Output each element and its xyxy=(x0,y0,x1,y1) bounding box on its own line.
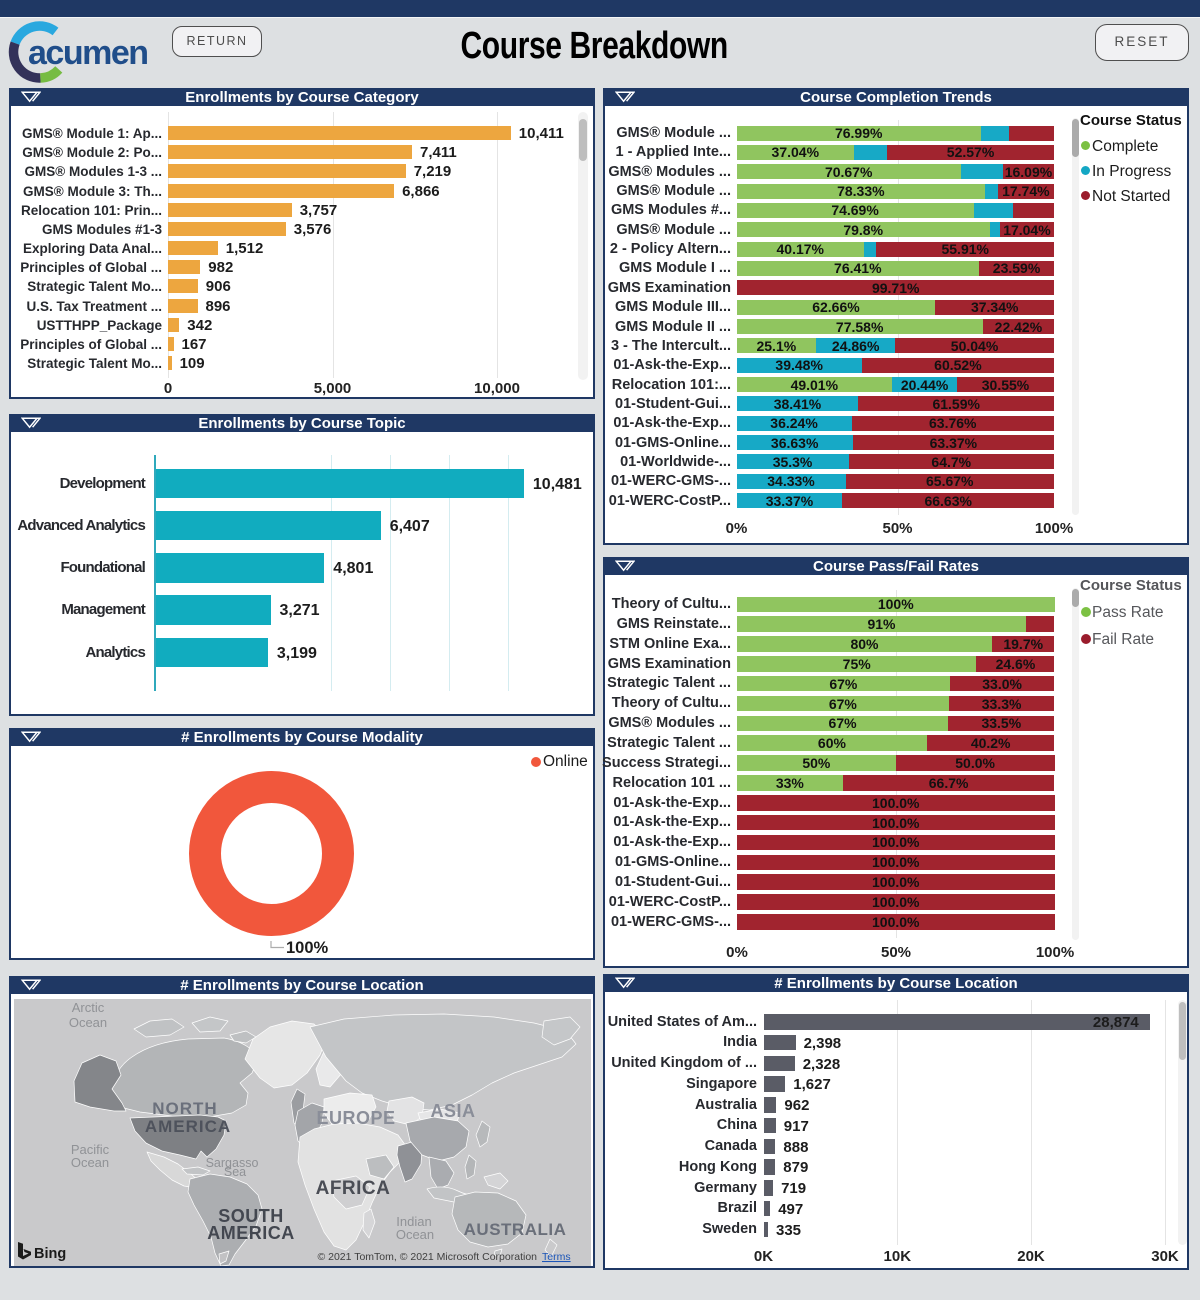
svg-text:AUSTRALIA: AUSTRALIA xyxy=(464,1220,567,1239)
svg-text:© 2021 TomTom, © 2021 Microsof: © 2021 TomTom, © 2021 Microsoft Corporat… xyxy=(317,1251,537,1263)
svg-text:ASIA: ASIA xyxy=(430,1101,475,1121)
svg-text:AFRICA: AFRICA xyxy=(316,1178,391,1199)
svg-text:Ocean: Ocean xyxy=(69,1015,107,1030)
svg-text:SOUTH: SOUTH xyxy=(218,1206,284,1226)
svg-text:Ocean: Ocean xyxy=(71,1155,109,1170)
svg-text:Ocean: Ocean xyxy=(396,1227,434,1242)
svg-text:NORTH: NORTH xyxy=(152,1099,217,1118)
svg-text:Pacific: Pacific xyxy=(71,1142,110,1157)
svg-text:Indian: Indian xyxy=(396,1214,431,1229)
svg-text:Sargasso: Sargasso xyxy=(206,1156,259,1170)
svg-text:acumen: acumen xyxy=(28,34,148,72)
svg-text:Arctic: Arctic xyxy=(72,1000,105,1015)
svg-text:Bing: Bing xyxy=(34,1246,66,1262)
svg-text:Sea: Sea xyxy=(224,1165,246,1179)
svg-text:AMERICA: AMERICA xyxy=(145,1117,231,1136)
svg-text:AMERICA: AMERICA xyxy=(207,1223,295,1243)
svg-text:EUROPE: EUROPE xyxy=(316,1108,395,1128)
svg-text:Terms: Terms xyxy=(542,1251,571,1263)
